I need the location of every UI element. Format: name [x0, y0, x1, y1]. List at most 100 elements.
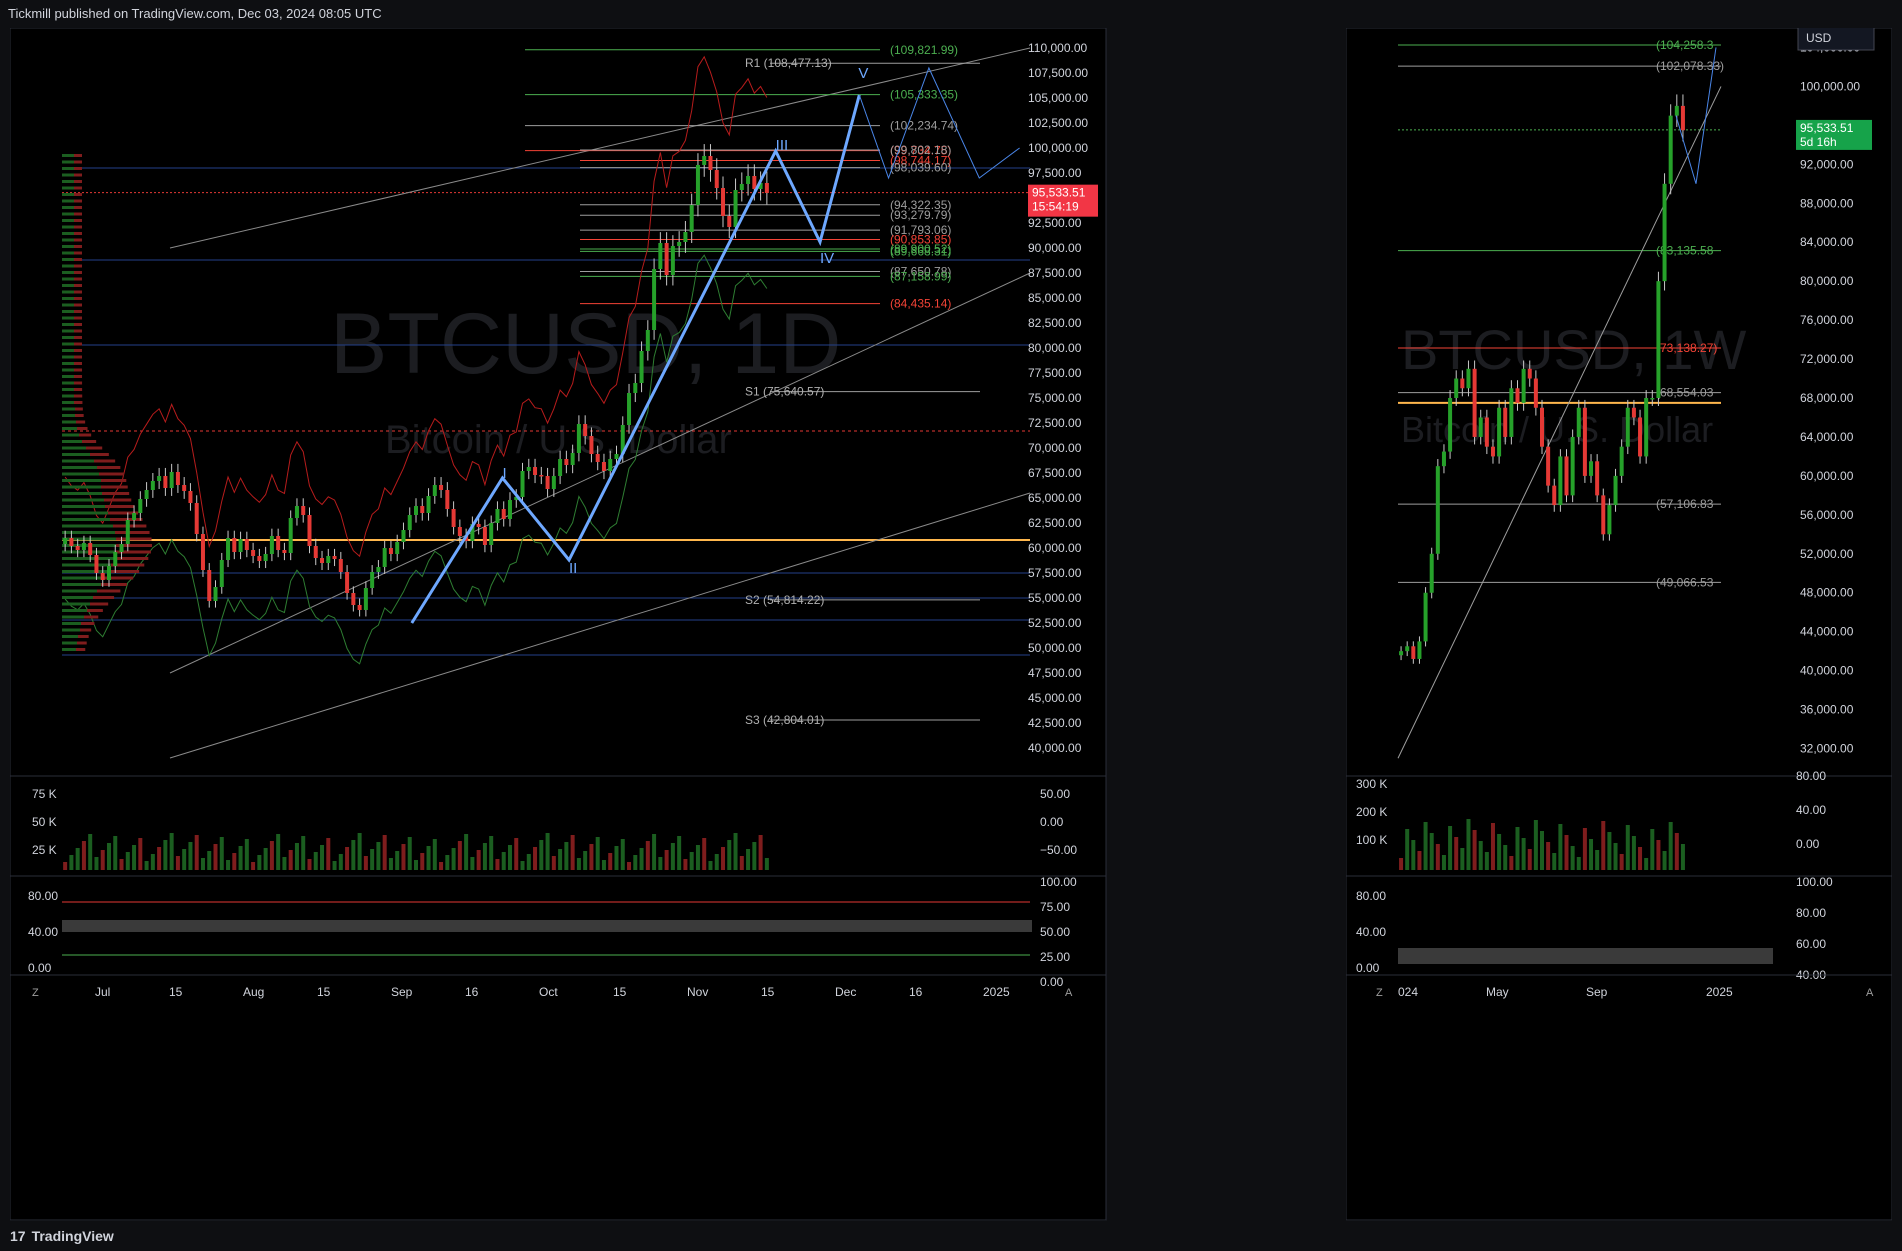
daily-candle [113, 552, 118, 566]
weekly-candle [1399, 651, 1404, 656]
daily-candle [420, 506, 425, 513]
volume-profile-bar [74, 290, 82, 294]
weekly-candle [1484, 417, 1489, 447]
daily-candle [326, 556, 331, 563]
volume-profile-bar [62, 264, 74, 268]
volume-bar [620, 839, 625, 870]
volume-bar [426, 846, 431, 870]
volume-bar [75, 848, 80, 870]
current-price-tag [1796, 119, 1872, 150]
volume-bar [1423, 822, 1428, 870]
weekly-candle [1558, 456, 1563, 506]
level-label: (102,078.33) [1656, 59, 1724, 73]
price-axis-tick: 75,000.00 [1028, 391, 1082, 405]
volume-profile-bar [74, 329, 83, 333]
volume-profile-bar [62, 232, 74, 235]
price-axis-tick: 62,500.00 [1028, 516, 1082, 530]
fib-level-label: (84,435.14) [890, 297, 951, 311]
volume-profile-bar [74, 310, 83, 313]
side-chart-weekly[interactable]: BTCUSD, 1W Bitcoin / U.S. Dollar (104,258.… [1346, 28, 1892, 1221]
price-axis-tick: 60,000.00 [1028, 541, 1082, 555]
volume-axis-tick: 75 K [32, 787, 57, 801]
volume-bar [175, 856, 180, 870]
volume-bar [320, 845, 325, 870]
daily-candle [332, 556, 337, 559]
level-label: (104,258.3 [1656, 38, 1714, 52]
price-axis-tick: 67,500.00 [1028, 466, 1082, 480]
daily-candle [200, 534, 205, 570]
daily-candle [714, 170, 719, 188]
osc-neutral-band [1398, 948, 1773, 964]
volume-bar [420, 853, 425, 870]
volume-bar [1478, 841, 1483, 870]
elliott-wave-label: III [776, 137, 789, 154]
volume-bar [482, 843, 487, 870]
tradingview-brand: TradingView [31, 1228, 114, 1244]
weekly-candle [1619, 446, 1624, 476]
volume-profile-bar [62, 271, 74, 274]
daily-candle [376, 567, 381, 572]
volume-bar [564, 842, 569, 870]
volume-bar [645, 841, 650, 870]
volume-bar [132, 845, 137, 870]
trend-line [1397, 86, 1722, 759]
daily-candle [589, 436, 594, 454]
volume-profile-bar [80, 628, 92, 632]
publisher-header: Tickmill published on TradingView.com, D… [0, 0, 1902, 28]
fib-level-label: (99,734.75) [890, 144, 951, 158]
volume-profile-bar [62, 466, 97, 469]
volume-axis-tick: 200 K [1356, 805, 1387, 819]
time-axis-tick: 024 [1398, 985, 1418, 999]
weekly-candle [1423, 592, 1428, 642]
daily-candle [163, 476, 168, 488]
daily-candle [695, 165, 700, 205]
volume-bar [251, 862, 256, 870]
fib-level-label: (99,802.18) [890, 143, 951, 157]
volume-bar [652, 834, 657, 870]
volume-profile-bar [74, 180, 82, 183]
main-chart-daily[interactable]: BTCUSD, 1D Bitcoin / U.S. Dollar R1 (108,4… [10, 28, 1344, 1221]
daily-candle [232, 538, 237, 552]
volume-profile-bar [74, 186, 82, 190]
volume-profile-bar [62, 160, 74, 164]
daily-candle [238, 539, 243, 552]
volume-profile-bar [62, 355, 74, 359]
volume-profile-bar [62, 362, 74, 365]
price-axis-tick: 70,000.00 [1028, 441, 1082, 455]
volume-bar [558, 849, 563, 870]
weekly-candle [1417, 641, 1422, 659]
price-axis-tick: 82,500.00 [1028, 316, 1082, 330]
osc-axis-tick: 40.00 [1356, 925, 1386, 939]
volume-bar [106, 843, 111, 870]
daily-candle [551, 476, 556, 489]
volume-profile-bar [114, 557, 149, 560]
daily-candle [100, 573, 105, 580]
time-axis-tick: 16 [909, 985, 923, 999]
daily-candle [539, 475, 544, 477]
daily-candle [520, 471, 525, 497]
volume-profile-bar [99, 472, 125, 476]
volume-profile-bar [62, 570, 108, 573]
fib-level-label: (89,900.52) [890, 242, 951, 256]
volume-bar [1662, 851, 1667, 870]
daily-candle [677, 242, 682, 246]
tradingview-logo[interactable]: 17 TradingView [10, 1221, 114, 1251]
weekly-candle [1662, 183, 1667, 282]
volume-bar [338, 854, 343, 870]
fib-level-label: (102,234.74) [890, 119, 958, 133]
volume-profile-bar [62, 173, 74, 177]
volume-profile-bar [74, 297, 82, 300]
volume-profile-bar [62, 329, 74, 333]
volume-bar [1613, 843, 1618, 870]
volume-bar [489, 836, 494, 870]
weekly-candle [1546, 446, 1551, 486]
volume-bar [639, 848, 644, 870]
volume-bar [301, 836, 306, 870]
daily-candle [401, 530, 406, 542]
daily-candle [125, 520, 130, 544]
volume-profile-bar [62, 609, 87, 612]
osc-neutral-band [62, 920, 1032, 932]
osc-right-axis-tick: 50.00 [1040, 925, 1070, 939]
volume-bar [1589, 839, 1594, 870]
volume-profile-bar [108, 511, 139, 515]
